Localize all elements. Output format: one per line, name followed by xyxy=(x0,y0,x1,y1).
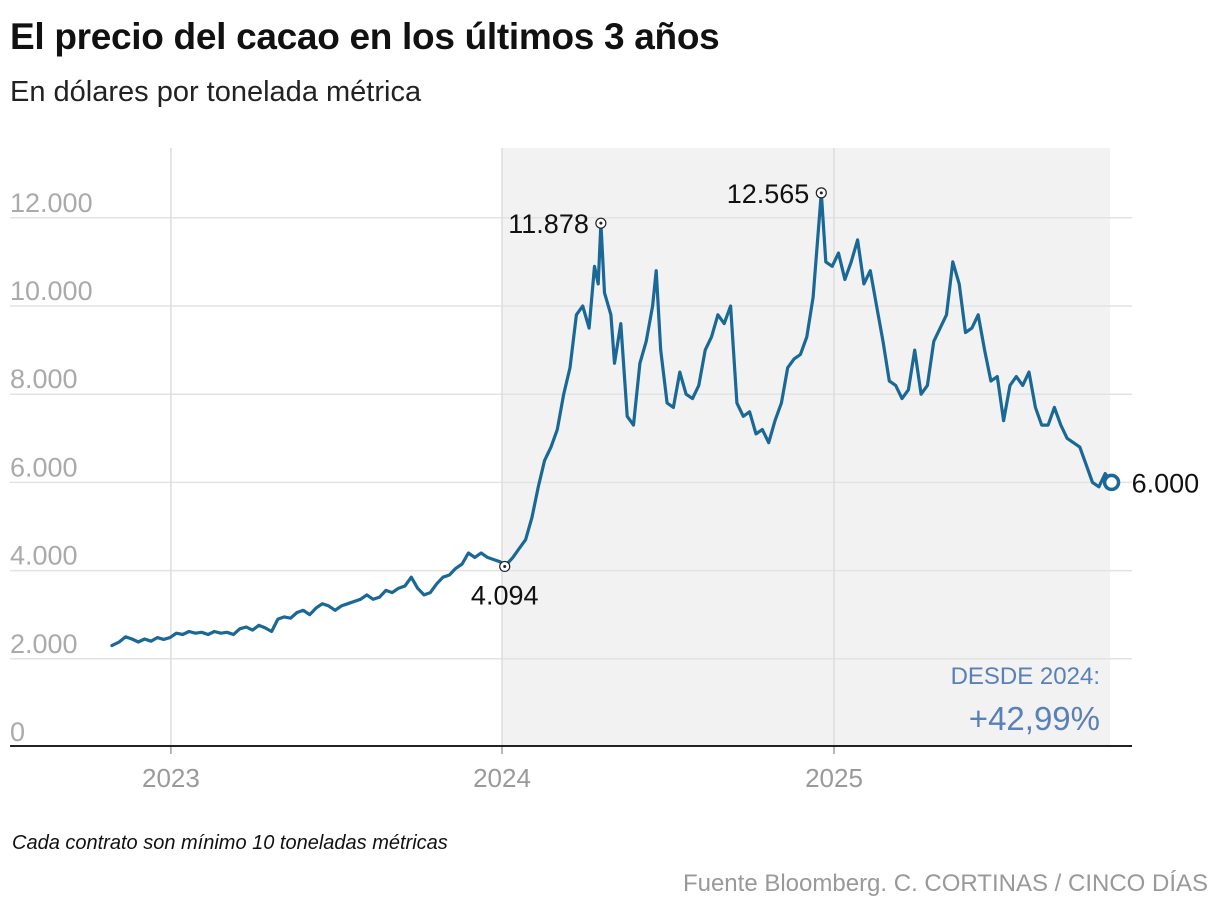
y-tick-label: 0 xyxy=(10,717,25,747)
x-tick-label: 2023 xyxy=(142,763,200,793)
since-2024-change: +42,99% xyxy=(969,700,1100,737)
source-credit: Fuente Bloomberg. C. CORTINAS / CINCO DÍ… xyxy=(682,870,1208,897)
y-tick-label: 12.000 xyxy=(10,188,93,218)
y-tick-label: 2.000 xyxy=(10,629,78,659)
annotation-marker-dot xyxy=(599,221,603,225)
y-tick-label: 4.000 xyxy=(10,541,78,571)
y-tick-label: 6.000 xyxy=(10,452,78,482)
annotation-marker-dot xyxy=(819,191,823,195)
annotation-label: 6.000 xyxy=(1132,468,1200,498)
cocoa-price-series-line xyxy=(110,191,1114,648)
annotation-marker xyxy=(1102,473,1121,492)
annotation-label: 12.565 xyxy=(727,179,810,209)
y-tick-label: 8.000 xyxy=(10,364,78,394)
highlight-band-since-2024 xyxy=(502,148,1110,746)
y-tick-label: 10.000 xyxy=(10,276,93,306)
chart-title: El precio del cacao en los últimos 3 año… xyxy=(10,16,720,57)
annotation-label: 11.878 xyxy=(508,209,589,239)
footnote: Cada contrato son mínimo 10 toneladas mé… xyxy=(12,832,448,854)
since-2024-label: DESDE 2024: xyxy=(951,663,1100,690)
chart-subtitle: En dólares por tonelada métrica xyxy=(10,76,422,108)
annotation-label: 4.094 xyxy=(471,580,539,610)
annotation-marker-dot xyxy=(503,564,507,568)
x-tick-label: 2024 xyxy=(473,763,531,793)
x-tick-label: 2025 xyxy=(805,763,863,793)
